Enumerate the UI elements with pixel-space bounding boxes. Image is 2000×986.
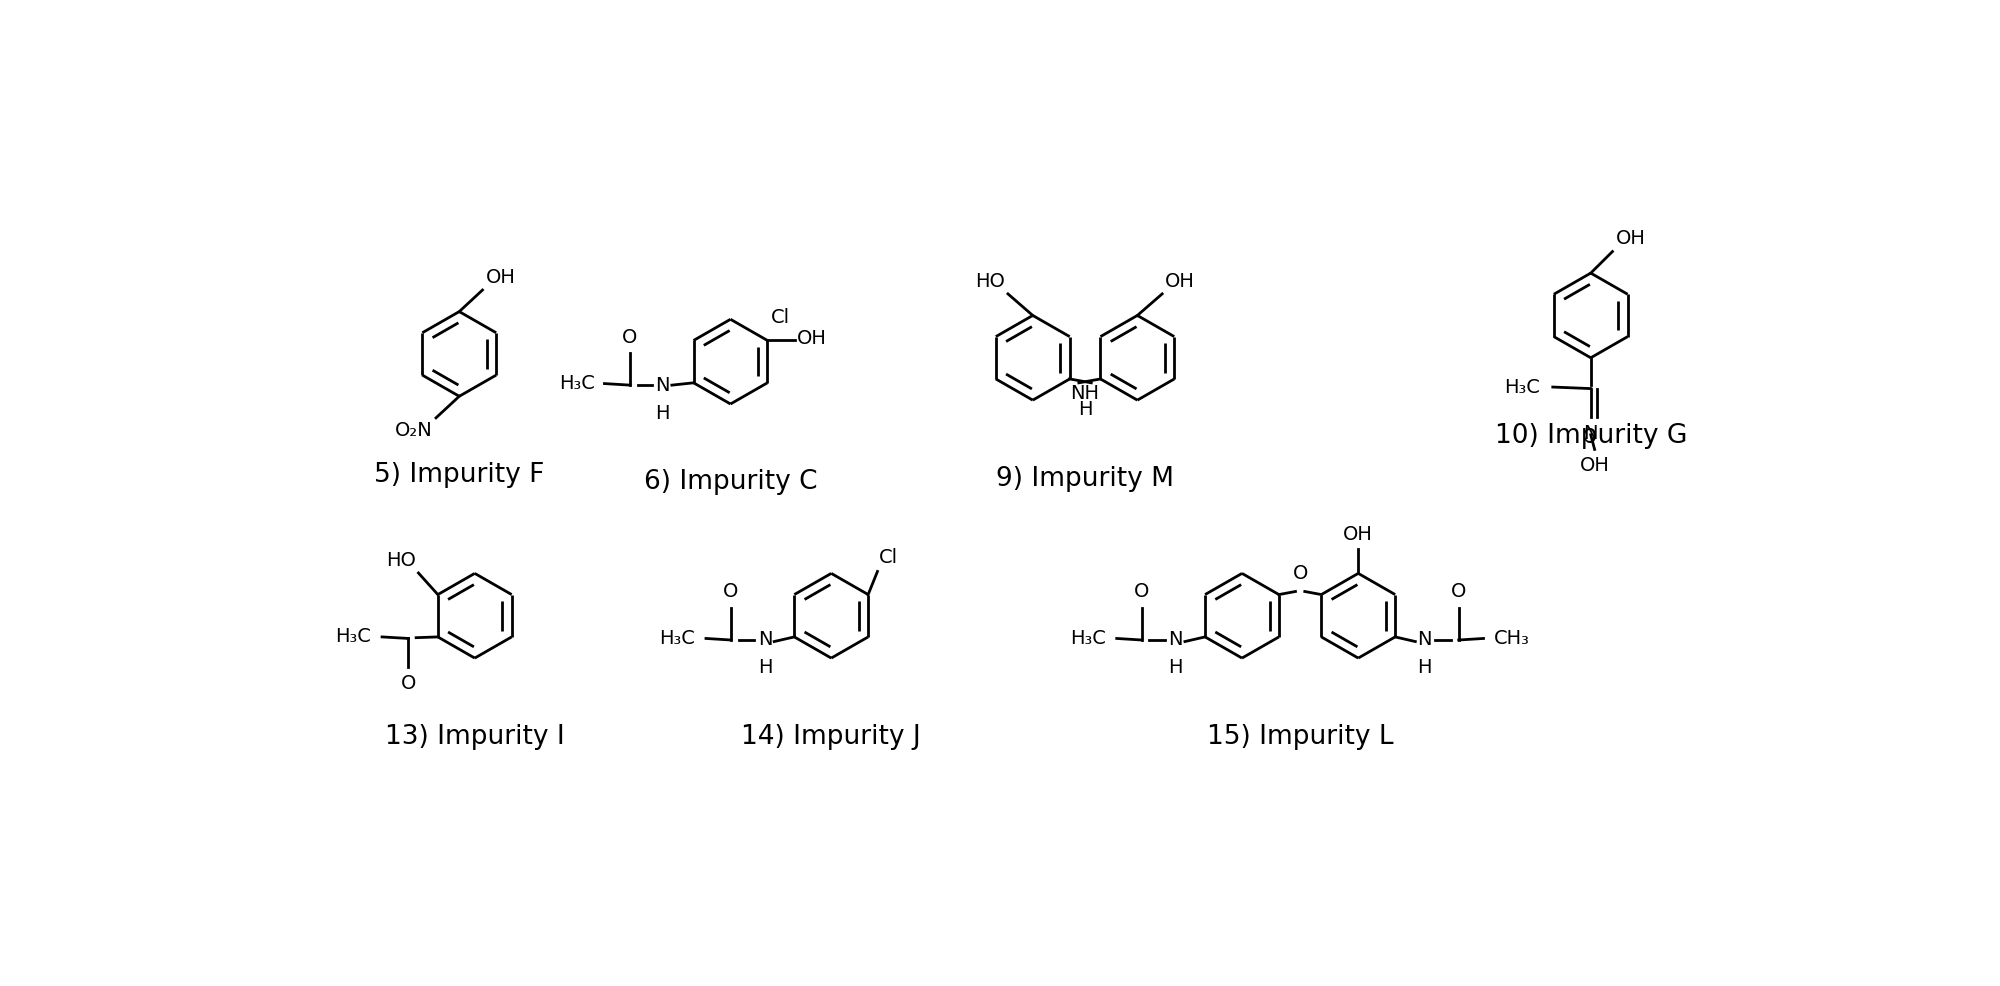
Text: 13) Impurity I: 13) Impurity I (384, 724, 564, 749)
Text: O: O (1292, 564, 1308, 583)
Text: Cl: Cl (880, 548, 898, 567)
Text: H₃C: H₃C (1504, 378, 1540, 396)
Text: H: H (758, 659, 772, 677)
Text: O: O (724, 583, 738, 601)
Text: OH: OH (1166, 272, 1196, 291)
Text: H: H (1418, 659, 1432, 677)
Text: NH: NH (1070, 385, 1100, 403)
Text: H: H (1168, 659, 1182, 677)
Text: H₃C: H₃C (660, 629, 696, 648)
Text: OH: OH (1616, 230, 1646, 248)
Text: OH: OH (486, 268, 516, 287)
Text: N: N (758, 630, 772, 650)
Text: 6) Impurity C: 6) Impurity C (644, 469, 818, 495)
Text: 10) Impurity G: 10) Impurity G (1494, 423, 1686, 450)
Text: N: N (1168, 630, 1182, 650)
Text: N: N (1418, 630, 1432, 650)
Text: Cl: Cl (772, 308, 790, 326)
Text: HO: HO (974, 272, 1004, 291)
Text: 9) Impurity M: 9) Impurity M (996, 465, 1174, 492)
Text: N: N (1584, 424, 1598, 443)
Text: 5) Impurity F: 5) Impurity F (374, 461, 544, 488)
Text: O: O (1134, 583, 1150, 601)
Text: OH: OH (1344, 526, 1374, 544)
Text: 15) Impurity L: 15) Impurity L (1206, 724, 1394, 749)
Text: 14) Impurity J: 14) Impurity J (742, 724, 922, 749)
Text: O: O (1452, 583, 1466, 601)
Text: CH₃: CH₃ (1494, 629, 1530, 648)
Text: H₃C: H₃C (1070, 629, 1106, 648)
Text: O₂N: O₂N (396, 421, 432, 440)
Text: H₃C: H₃C (560, 374, 596, 393)
Text: O: O (400, 673, 416, 693)
Text: OH: OH (796, 329, 826, 348)
Text: OH: OH (1580, 457, 1610, 475)
Text: H: H (1078, 399, 1092, 419)
Text: H₃C: H₃C (336, 627, 372, 647)
Text: H: H (656, 403, 670, 423)
Text: O: O (622, 327, 638, 347)
Text: N: N (656, 376, 670, 394)
Text: HO: HO (386, 551, 416, 570)
